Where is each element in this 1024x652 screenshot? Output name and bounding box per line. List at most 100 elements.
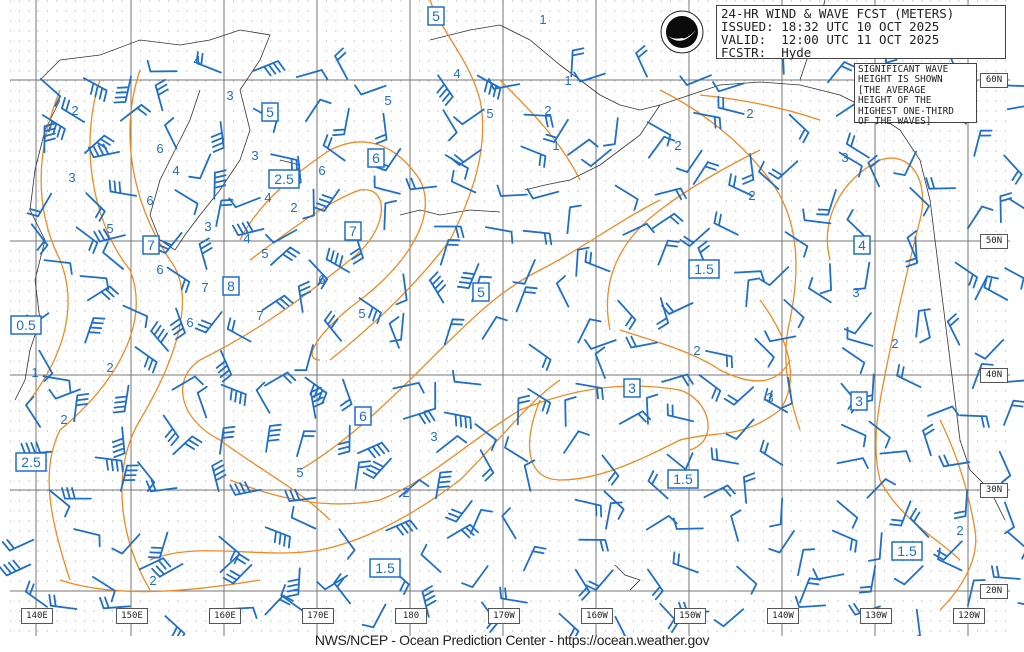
wind-barb [622, 222, 655, 236]
wind-barb [581, 148, 612, 167]
contour-label: 2 [693, 343, 700, 358]
wind-barb [296, 430, 316, 457]
wind-barb [122, 304, 149, 329]
wind-barb [496, 184, 528, 197]
wind-barb [215, 350, 233, 383]
wind-barb [402, 410, 436, 425]
wind-barb [909, 507, 930, 538]
wind-barb [679, 227, 710, 247]
wave-height-value: 6 [372, 150, 380, 166]
wind-barb [270, 246, 301, 266]
contour-label: 6 [318, 163, 325, 178]
wind-barb [542, 118, 569, 143]
wave-height-box: 3 [850, 391, 868, 411]
wind-barb [442, 109, 458, 142]
wind-barb [308, 259, 329, 290]
wind-barb [578, 538, 609, 552]
wind-barb [915, 608, 921, 636]
wind-barb [915, 308, 931, 338]
wind-barb [754, 337, 775, 368]
wind-barb [261, 294, 294, 311]
wind-barb [24, 580, 48, 608]
wind-barb [61, 487, 92, 500]
wave-height-value: 1.5 [897, 543, 917, 559]
wind-barb [420, 543, 442, 573]
wind-barb [605, 501, 623, 530]
wind-barb [769, 497, 784, 528]
wind-barb [570, 47, 585, 78]
wind-barb [374, 112, 388, 145]
wind-barb [357, 441, 390, 459]
wind-barb [255, 381, 271, 414]
wind-barb [226, 317, 252, 343]
contour-label: 3 [204, 219, 211, 234]
wind-barb [528, 343, 552, 371]
wind-barb [1, 538, 35, 552]
wind-barb [196, 385, 208, 419]
wind-barb [436, 74, 454, 106]
wind-barb [222, 564, 253, 585]
wind-barb [645, 393, 659, 425]
wind-barb [42, 114, 66, 141]
forecast-title: 24-HR WIND & WAVE FCST (METERS) [721, 6, 955, 21]
wind-barb [575, 382, 604, 400]
contour-label: 2 [106, 360, 113, 375]
wind-barb [836, 500, 859, 529]
wave-height-value: 7 [349, 223, 357, 239]
wind-barb [601, 454, 620, 486]
wind-barb [679, 74, 712, 86]
contour-label: 2 [544, 103, 551, 118]
wind-barb [0, 559, 32, 577]
wind-barb [439, 239, 461, 266]
wind-barb [843, 312, 872, 335]
wind-barb [220, 383, 247, 407]
wind-barb [339, 378, 353, 412]
wind-barb [999, 192, 1012, 224]
wind-barb [808, 276, 832, 304]
wind-barb [349, 232, 364, 265]
wind-barb [1017, 602, 1024, 605]
wind-barb [759, 439, 784, 466]
wind-barb [717, 95, 745, 115]
contour-label: 6 [186, 315, 193, 330]
wind-barb [75, 226, 99, 254]
wind-barb [889, 500, 912, 527]
lat-label-30n: 30N [980, 483, 1008, 498]
wave-height-value: 1.5 [673, 471, 693, 487]
wind-barb [211, 459, 227, 492]
wind-barb [967, 579, 986, 607]
contour-label: 3 [251, 148, 258, 163]
wave-height-box: 6 [354, 406, 372, 426]
wind-barb [603, 490, 625, 520]
contour-label: 3 [841, 150, 848, 165]
wind-barb [784, 231, 809, 258]
wind-barb [113, 75, 132, 104]
wind-barb [654, 187, 687, 201]
lon-label: 120W [953, 608, 985, 624]
wind-barb [584, 250, 611, 273]
wave-height-box: 7 [142, 235, 160, 255]
wind-barb [730, 509, 742, 542]
wind-barb [154, 231, 183, 254]
wind-barb [618, 410, 652, 425]
wind-barb [302, 188, 315, 220]
wind-barb [713, 608, 745, 628]
wave-height-value: 6 [359, 408, 367, 424]
wind-barb [523, 545, 547, 572]
contour-label: 4 [264, 190, 271, 205]
wind-barb [174, 189, 199, 216]
lon-label: 170E [302, 608, 334, 624]
wind-barb [794, 595, 827, 608]
wind-barb [573, 71, 606, 83]
wind-barb [87, 143, 120, 159]
contour-label: 5 [384, 93, 391, 108]
wind-barb [558, 612, 580, 636]
lon-label: 140W [767, 608, 799, 624]
wind-barb [219, 553, 250, 573]
wave-height-value: 8 [227, 278, 235, 294]
wind-barb [523, 459, 536, 492]
wind-barb [922, 423, 935, 457]
wind-barb [166, 266, 191, 294]
wind-barb [322, 134, 346, 162]
